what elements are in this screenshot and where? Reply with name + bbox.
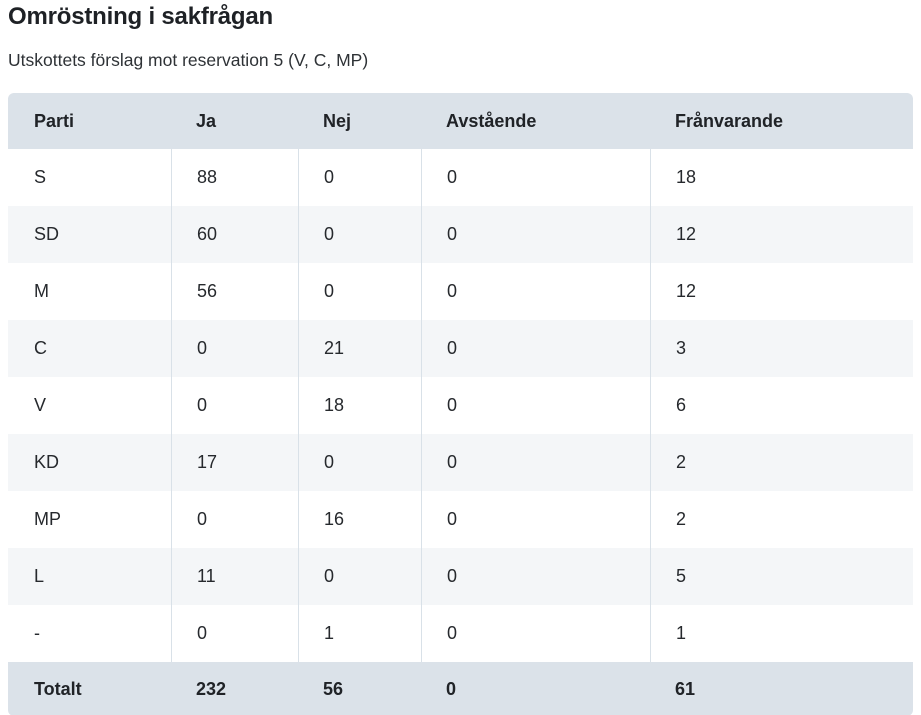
total-label: Totalt (8, 662, 171, 715)
cell-franvarande: 18 (650, 149, 913, 206)
cell-parti: M (8, 263, 171, 320)
cell-nej: 18 (298, 377, 421, 434)
total-ja: 232 (171, 662, 298, 715)
cell-avstaende: 0 (421, 434, 650, 491)
cell-nej: 0 (298, 149, 421, 206)
page-title: Omröstning i sakfrågan (8, 3, 273, 30)
total-franvarande: 61 (650, 662, 913, 715)
cell-ja: 88 (171, 149, 298, 206)
cell-ja: 56 (171, 263, 298, 320)
cell-nej: 21 (298, 320, 421, 377)
vote-table: Parti Ja Nej Avstående Frånvarande S 88 … (8, 93, 913, 715)
cell-franvarande: 2 (650, 434, 913, 491)
column-header-ja: Ja (171, 93, 298, 149)
cell-nej: 0 (298, 548, 421, 605)
cell-nej: 0 (298, 206, 421, 263)
cell-avstaende: 0 (421, 206, 650, 263)
cell-franvarande: 6 (650, 377, 913, 434)
cell-nej: 0 (298, 434, 421, 491)
column-header-nej: Nej (298, 93, 421, 149)
cell-avstaende: 0 (421, 491, 650, 548)
cell-franvarande: 12 (650, 206, 913, 263)
cell-ja: 0 (171, 377, 298, 434)
cell-parti: V (8, 377, 171, 434)
cell-ja: 11 (171, 548, 298, 605)
vote-table-header: Parti Ja Nej Avstående Frånvarande (8, 93, 913, 149)
total-nej: 56 (298, 662, 421, 715)
cell-parti: S (8, 149, 171, 206)
table-row-v: V 0 18 0 6 (8, 377, 913, 434)
cell-parti: - (8, 605, 171, 662)
cell-parti: KD (8, 434, 171, 491)
cell-avstaende: 0 (421, 605, 650, 662)
cell-ja: 17 (171, 434, 298, 491)
cell-franvarande: 2 (650, 491, 913, 548)
cell-ja: 0 (171, 320, 298, 377)
total-row: Totalt 232 56 0 61 (8, 662, 913, 715)
column-header-avstaende: Avstående (421, 93, 650, 149)
vote-table-footer: Totalt 232 56 0 61 (8, 662, 913, 715)
table-row-kd: KD 17 0 0 2 (8, 434, 913, 491)
cell-avstaende: 0 (421, 149, 650, 206)
table-row-m: M 56 0 0 12 (8, 263, 913, 320)
table-row-mp: MP 0 16 0 2 (8, 491, 913, 548)
table-row-c: C 0 21 0 3 (8, 320, 913, 377)
table-row-l: L 11 0 0 5 (8, 548, 913, 605)
column-header-parti: Parti (8, 93, 171, 149)
cell-parti: SD (8, 206, 171, 263)
cell-nej: 1 (298, 605, 421, 662)
vote-subtitle: Utskottets förslag mot reservation 5 (V,… (8, 50, 369, 70)
cell-parti: L (8, 548, 171, 605)
cell-parti: C (8, 320, 171, 377)
cell-avstaende: 0 (421, 320, 650, 377)
cell-nej: 16 (298, 491, 421, 548)
cell-parti: MP (8, 491, 171, 548)
table-row-s: S 88 0 0 18 (8, 149, 913, 206)
vote-table-body: S 88 0 0 18 SD 60 0 0 12 M 56 0 0 12 C (8, 149, 913, 662)
cell-avstaende: 0 (421, 548, 650, 605)
total-avstaende: 0 (421, 662, 650, 715)
cell-avstaende: 0 (421, 263, 650, 320)
cell-franvarande: 12 (650, 263, 913, 320)
cell-avstaende: 0 (421, 377, 650, 434)
cell-ja: 0 (171, 605, 298, 662)
cell-ja: 60 (171, 206, 298, 263)
column-header-franvarande: Frånvarande (650, 93, 913, 149)
cell-franvarande: 1 (650, 605, 913, 662)
cell-nej: 0 (298, 263, 421, 320)
header-row: Parti Ja Nej Avstående Frånvarande (8, 93, 913, 149)
cell-franvarande: 3 (650, 320, 913, 377)
table-row-independent: - 0 1 0 1 (8, 605, 913, 662)
table-row-sd: SD 60 0 0 12 (8, 206, 913, 263)
cell-franvarande: 5 (650, 548, 913, 605)
cell-ja: 0 (171, 491, 298, 548)
